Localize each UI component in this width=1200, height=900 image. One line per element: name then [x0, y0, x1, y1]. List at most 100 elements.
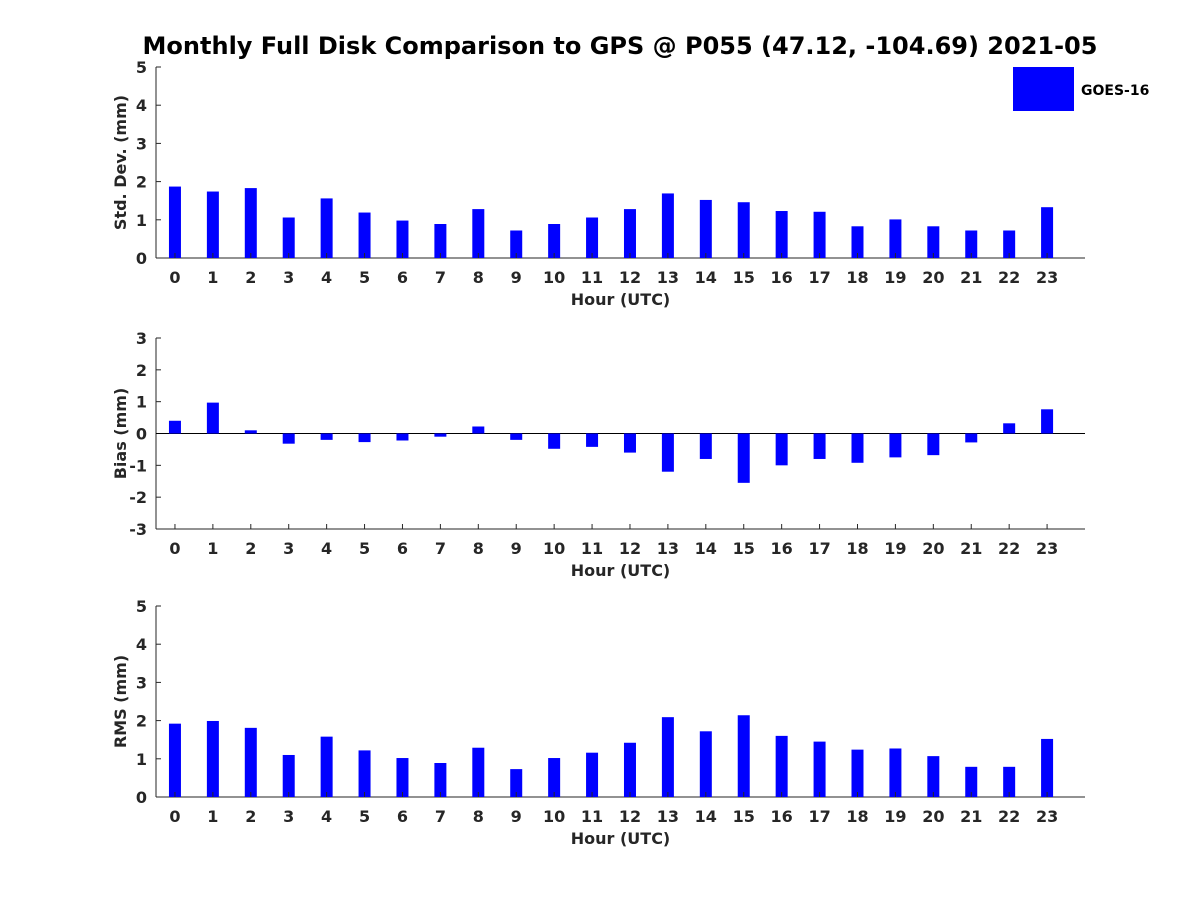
bar-hour-2 [244, 727, 257, 797]
bar-hour-12 [623, 742, 636, 797]
bar-hour-4 [320, 198, 333, 258]
y-tick-label: 4 [136, 635, 147, 654]
y-tick-label: 2 [136, 361, 147, 380]
bar-hour-6 [396, 433, 409, 441]
x-tick-label: 3 [283, 539, 294, 558]
y-tick-label: 0 [136, 788, 147, 807]
bar-hour-17 [813, 741, 826, 797]
x-tick-label: 15 [733, 268, 755, 287]
x-tick-label: 10 [543, 807, 565, 826]
y-axis-label: RMS (mm) [111, 655, 130, 748]
x-tick-label: 19 [884, 807, 906, 826]
bar-hour-10 [548, 224, 561, 258]
x-tick-label: 12 [619, 268, 641, 287]
bar-hour-2 [244, 188, 257, 258]
x-tick-label: 16 [771, 539, 793, 558]
bar-hour-0 [168, 186, 181, 258]
x-tick-label: 19 [884, 539, 906, 558]
y-tick-label: -1 [129, 456, 147, 475]
x-tick-label: 4 [321, 807, 332, 826]
bar-hour-15 [737, 715, 750, 797]
bar-hour-9 [510, 230, 523, 258]
bar-hour-19 [889, 748, 902, 797]
bar-hour-20 [927, 433, 940, 456]
x-tick-label: 13 [657, 539, 679, 558]
x-tick-label: 14 [695, 807, 717, 826]
x-tick-label: 0 [169, 268, 180, 287]
y-tick-label: 5 [136, 597, 147, 616]
x-tick-label: 15 [733, 539, 755, 558]
x-tick-label: 13 [657, 807, 679, 826]
x-tick-label: 21 [960, 807, 982, 826]
bar-hour-16 [775, 433, 788, 466]
x-tick-label: 11 [581, 268, 603, 287]
x-tick-label: 7 [435, 539, 446, 558]
x-tick-label: 9 [511, 268, 522, 287]
bar-hour-23 [1041, 738, 1054, 797]
bar-hour-7 [434, 224, 447, 258]
bar-hour-5 [358, 433, 371, 443]
x-tick-label: 10 [543, 539, 565, 558]
bar-hour-3 [282, 433, 295, 444]
x-tick-label: 15 [733, 807, 755, 826]
x-tick-label: 11 [581, 539, 603, 558]
bar-hour-17 [813, 211, 826, 258]
y-tick-label: 0 [136, 249, 147, 268]
x-tick-label: 21 [960, 268, 982, 287]
x-tick-label: 18 [846, 539, 868, 558]
x-tick-label: 1 [207, 539, 218, 558]
x-axis-label: Hour (UTC) [571, 829, 671, 848]
bar-hour-19 [889, 433, 902, 458]
y-tick-label: 1 [136, 750, 147, 769]
bar-hour-7 [434, 433, 447, 437]
y-tick-label: 2 [136, 173, 147, 192]
x-tick-label: 19 [884, 268, 906, 287]
bar-hour-9 [510, 769, 523, 797]
x-tick-label: 2 [245, 268, 256, 287]
bar-hour-10 [548, 433, 561, 449]
x-tick-label: 12 [619, 807, 641, 826]
legend-swatch [1013, 67, 1074, 111]
x-tick-label: 7 [435, 807, 446, 826]
x-tick-label: 4 [321, 268, 332, 287]
y-axis-label: Std. Dev. (mm) [111, 95, 130, 230]
bar-hour-7 [434, 763, 447, 797]
x-tick-label: 5 [359, 807, 370, 826]
y-tick-label: 1 [136, 393, 147, 412]
x-tick-label: 2 [245, 539, 256, 558]
x-tick-label: 17 [808, 268, 830, 287]
bar-hour-8 [472, 426, 485, 434]
x-tick-label: 0 [169, 539, 180, 558]
x-tick-label: 11 [581, 807, 603, 826]
x-tick-label: 8 [473, 268, 484, 287]
bar-hour-18 [851, 226, 864, 258]
bar-hour-1 [206, 720, 219, 797]
y-tick-label: 4 [136, 96, 147, 115]
x-tick-label: 20 [922, 539, 944, 558]
y-axis-label: Bias (mm) [111, 388, 130, 480]
bar-hour-5 [358, 212, 371, 258]
x-tick-label: 21 [960, 539, 982, 558]
x-tick-label: 3 [283, 268, 294, 287]
bar-hour-14 [699, 199, 712, 258]
bar-hour-10 [548, 758, 561, 797]
bar-hour-12 [623, 209, 636, 258]
x-tick-label: 16 [771, 268, 793, 287]
y-tick-label: 0 [136, 425, 147, 444]
bar-hour-12 [623, 433, 636, 453]
bar-hour-3 [282, 754, 295, 797]
bar-hour-15 [737, 202, 750, 258]
bar-hour-11 [586, 217, 599, 258]
x-tick-label: 6 [397, 539, 408, 558]
y-tick-label: -2 [129, 488, 147, 507]
x-tick-label: 17 [808, 539, 830, 558]
x-tick-label: 14 [695, 539, 717, 558]
x-tick-label: 0 [169, 807, 180, 826]
x-tick-label: 14 [695, 268, 717, 287]
bar-hour-3 [282, 217, 295, 258]
bar-hour-11 [586, 752, 599, 797]
x-tick-label: 3 [283, 807, 294, 826]
x-axis-label: Hour (UTC) [571, 290, 671, 309]
